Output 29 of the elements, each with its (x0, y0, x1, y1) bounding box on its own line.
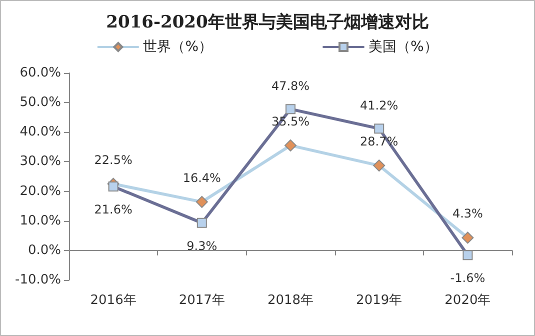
y-tick-label: 60.0% (20, 66, 61, 80)
x-tick-label: 2016年 (90, 293, 136, 308)
data-label: 16.4% (182, 170, 221, 185)
data-label: 4.3% (452, 206, 483, 221)
data-label: 22.5% (94, 152, 132, 167)
y-tick-label: 20.0% (20, 184, 61, 199)
point (286, 104, 296, 114)
y-tick-label: 10.0% (20, 213, 61, 228)
y-tick-label: 50.0% (20, 95, 61, 110)
x-tick-label: 2018年 (267, 293, 314, 308)
point (108, 182, 118, 192)
data-label: -1.6% (450, 271, 486, 286)
x-tick-label: 2019年 (356, 293, 402, 308)
y-tick-label: 40.0% (20, 124, 61, 140)
point (196, 218, 207, 228)
point (462, 250, 473, 260)
data-label: 41.2% (360, 98, 398, 113)
y-tick-label: 30.0% (20, 154, 61, 170)
chart-title: 2016-2020年世界与美国电子烟增速对比 (106, 12, 429, 32)
point (374, 124, 384, 134)
y-tick-label: -10.0% (15, 272, 61, 288)
y-tick-label: 0.0% (28, 242, 61, 258)
x-tick-label: 2017年 (178, 293, 225, 308)
data-label: 47.8% (271, 79, 310, 94)
data-label: 21.6% (94, 202, 132, 217)
legend-label: 美国（%） (368, 39, 438, 55)
legend-label: 世界（%） (143, 39, 213, 55)
x-tick-label: 2020年 (444, 293, 491, 308)
data-label: 9.3% (186, 238, 218, 253)
